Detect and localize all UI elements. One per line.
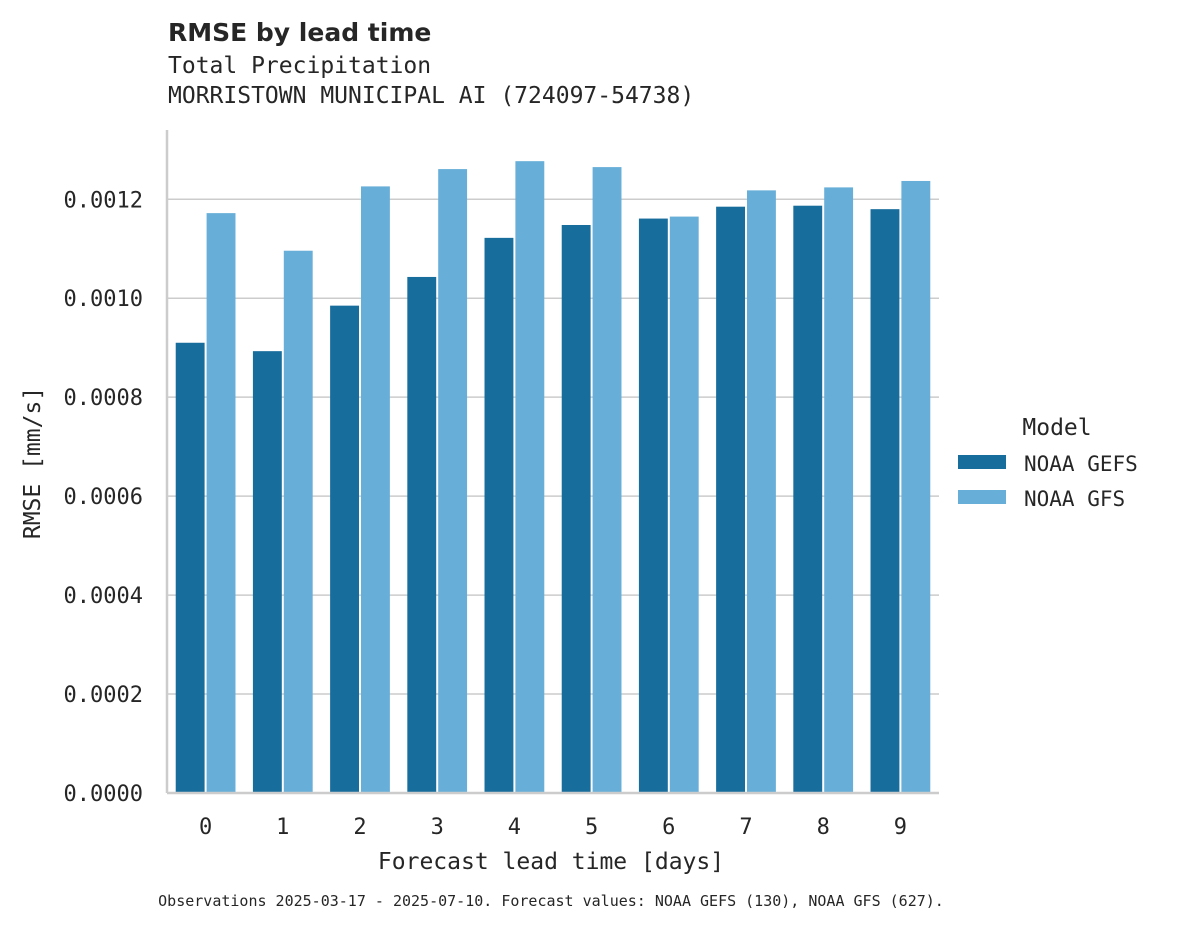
x-tick-label: 3 xyxy=(431,815,444,840)
bar-noaa-gefs-9 xyxy=(870,209,900,793)
y-tick-label: 0.0010 xyxy=(64,287,143,312)
x-tick-label: 9 xyxy=(894,815,907,840)
bar-noaa-gfs-5 xyxy=(592,167,622,793)
bar-noaa-gefs-4 xyxy=(484,237,514,793)
bar-noaa-gefs-8 xyxy=(793,205,823,793)
bar-noaa-gfs-9 xyxy=(901,180,931,794)
legend-label-gfs: NOAA GFS xyxy=(1024,487,1125,511)
bar-noaa-gfs-3 xyxy=(438,169,468,794)
x-tick-label: 8 xyxy=(817,815,830,840)
bar-noaa-gfs-7 xyxy=(747,190,776,794)
bar-noaa-gefs-0 xyxy=(175,342,205,793)
y-tick-label: 0.0012 xyxy=(64,188,143,213)
y-gridlines xyxy=(167,198,939,695)
bar-noaa-gefs-1 xyxy=(252,351,282,793)
bar-noaa-gefs-6 xyxy=(638,218,668,793)
legend: Model NOAA GEFS NOAA GFS xyxy=(958,415,1138,511)
bar-noaa-gfs-2 xyxy=(361,186,390,793)
bar-noaa-gefs-2 xyxy=(330,305,359,793)
x-tick-label: 0 xyxy=(199,815,212,840)
bar-noaa-gefs-7 xyxy=(716,206,745,793)
bar-noaa-gfs-6 xyxy=(669,216,699,793)
y-axis-label: RMSE [mm/s] xyxy=(20,387,46,539)
y-tick-label: 0.0006 xyxy=(64,485,143,510)
x-tick-label: 2 xyxy=(353,815,366,840)
legend-swatch-gfs xyxy=(958,490,1006,504)
bar-noaa-gfs-1 xyxy=(283,250,313,794)
x-tick-label: 4 xyxy=(508,815,521,840)
x-tick-label: 6 xyxy=(662,815,675,840)
bar-noaa-gefs-5 xyxy=(561,224,591,793)
x-tick-label: 1 xyxy=(276,815,289,840)
y-tick-labels: 0.0000 0.0002 0.0004 0.0006 0.0008 0.0010 0.00… xyxy=(64,188,143,807)
x-tick-label: 7 xyxy=(739,815,752,840)
bar-noaa-gefs-3 xyxy=(407,276,437,794)
bar-noaa-gfs-8 xyxy=(824,187,854,793)
legend-title: Model xyxy=(1022,415,1091,441)
x-tick-label: 5 xyxy=(585,815,598,840)
footnote: Observations 2025-03-17 - 2025-07-10. Fo… xyxy=(158,892,944,910)
chart-title: RMSE by lead time xyxy=(168,18,431,47)
x-tick-labels: 0 1 2 3 4 5 6 7 8 9 xyxy=(199,815,907,840)
bar-noaa-gfs-0 xyxy=(206,213,236,794)
y-tick-label: 0.0008 xyxy=(64,386,143,411)
y-tick-label: 0.0004 xyxy=(64,584,143,609)
y-tick-label: 0.0002 xyxy=(64,683,143,708)
legend-label-gefs: NOAA GEFS xyxy=(1024,452,1138,476)
legend-swatch-gefs xyxy=(958,455,1006,469)
bar-noaa-gfs-4 xyxy=(515,161,545,793)
chart-subtitle-line-2: MORRISTOWN MUNICIPAL AI (724097-54738) xyxy=(168,83,694,109)
y-tick-label: 0.0000 xyxy=(64,782,143,807)
x-axis-label: Forecast lead time [days] xyxy=(378,849,724,875)
chart-subtitle-line-1: Total Precipitation xyxy=(168,53,431,79)
bars xyxy=(175,161,931,794)
